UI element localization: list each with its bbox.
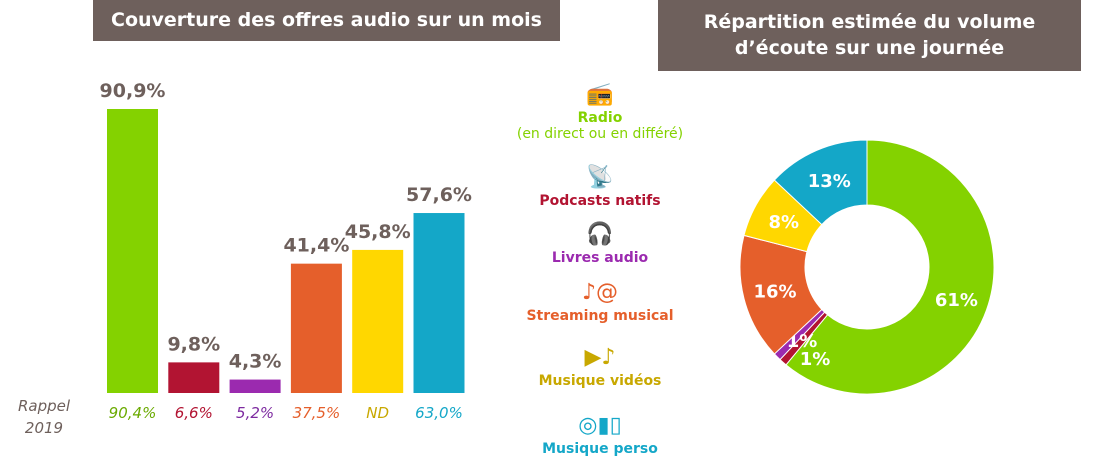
bar-chart-title: Couverture des offres audio sur un mois [93,0,560,41]
donut-value-label: 1% [800,349,831,370]
donut-slice [785,139,995,395]
legend-item: 📻 Radio (en direct ou en différé) [470,82,730,142]
reference-label: Rappel 2019 [17,397,71,437]
legend-label: Musique perso [542,441,658,457]
bar-value-label: 45,8% [345,221,411,243]
bar-value-label: 57,6% [406,184,472,206]
legend-sublabel: (en direct ou en différé) [516,126,684,142]
bar-value-label: 9,8% [167,333,220,355]
bar-value-label: 4,3% [229,351,282,373]
music-video-icon: ▶♪ [584,345,616,370]
legend-item: 📡 Podcasts natifs [470,165,730,209]
reference-value-label: 63,0% [415,404,463,422]
legend-item: ◎▮▯ Musique perso [470,413,730,457]
reference-value-label: 6,6% [175,404,213,422]
donut-value-label: 8% [768,212,799,233]
bar-value-label: 90,9% [100,80,166,102]
bar-value-label: 41,4% [283,235,349,257]
legend-item: ♪@ Streaming musical [470,280,730,324]
bar [168,362,220,393]
podcast-icon: 📡 [586,165,614,190]
bar [229,379,281,393]
legend-item: ▶♪ Musique vidéos [470,345,730,389]
donut-chart-title: Répartition estimée du volume d’écoute s… [658,0,1081,71]
personal-music-icon: ◎▮▯ [578,413,622,438]
reference-value-label: 5,2% [236,404,274,422]
reference-value-label: ND [366,404,389,422]
reference-value-label: 90,4% [109,404,157,422]
headphones-icon: 🎧 [586,222,614,247]
radio-icon: 📻 [586,82,614,107]
donut-value-label: 61% [935,290,978,311]
donut-value-label: 16% [753,282,796,303]
legend-label: Streaming musical [526,308,674,324]
legend-label: Livres audio [551,250,649,266]
bar [413,213,465,393]
bar [107,109,158,393]
reference-value-label: 37,5% [293,404,341,422]
donut-value-label: 1% [787,331,818,352]
music-streaming-icon: ♪@ [581,280,619,305]
legend-label: Podcasts natifs [539,193,661,209]
donut-value-label: 13% [808,171,851,192]
donut-title-text: Répartition estimée du volume d’écoute s… [703,10,1036,59]
legend-label: Radio [577,110,623,126]
legend-item: 🎧 Livres audio [470,222,730,266]
bar [290,263,342,393]
bar [352,249,404,393]
donut-slice [773,139,868,226]
legend-label: Musique vidéos [538,373,662,389]
